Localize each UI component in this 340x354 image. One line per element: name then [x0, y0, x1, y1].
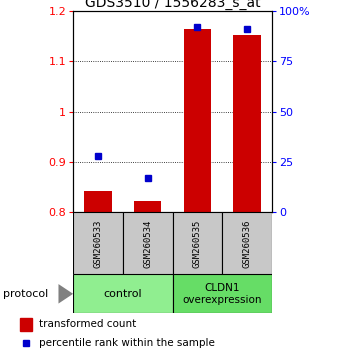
- Text: percentile rank within the sample: percentile rank within the sample: [39, 338, 215, 348]
- Bar: [73, 274, 173, 313]
- Text: control: control: [103, 289, 142, 299]
- Bar: [222, 212, 272, 274]
- Bar: [123, 212, 172, 274]
- Text: GSM260536: GSM260536: [243, 219, 252, 268]
- Text: CLDN1
overexpression: CLDN1 overexpression: [183, 283, 262, 305]
- Bar: [20, 318, 32, 331]
- Bar: [234, 35, 261, 212]
- Text: protocol: protocol: [3, 289, 49, 299]
- Text: GSM260535: GSM260535: [193, 219, 202, 268]
- Bar: [184, 29, 211, 212]
- Bar: [173, 212, 222, 274]
- Text: GSM260534: GSM260534: [143, 219, 152, 268]
- Text: transformed count: transformed count: [39, 319, 136, 329]
- Polygon shape: [58, 284, 73, 304]
- Bar: [134, 201, 162, 212]
- Bar: [173, 274, 272, 313]
- Bar: [84, 191, 112, 212]
- Title: GDS3510 / 1556283_s_at: GDS3510 / 1556283_s_at: [85, 0, 260, 10]
- Text: GSM260533: GSM260533: [94, 219, 102, 268]
- Bar: [73, 212, 123, 274]
